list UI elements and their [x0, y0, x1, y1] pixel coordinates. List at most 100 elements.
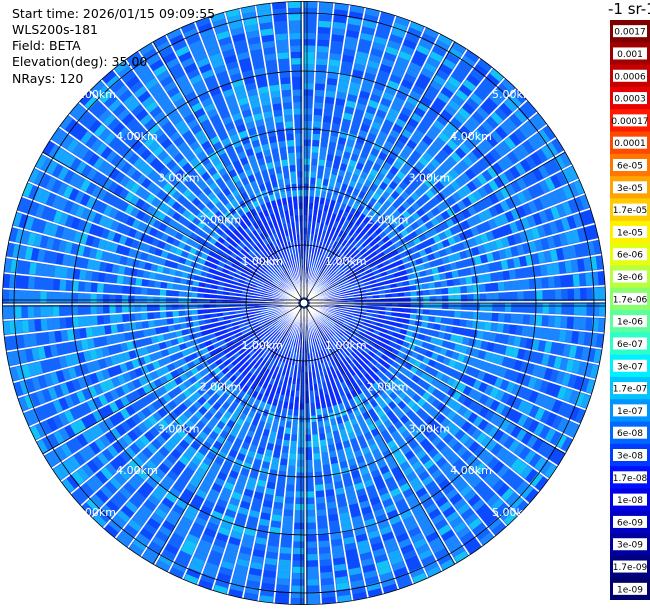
- field-cell: [455, 147, 466, 159]
- field-cell: [291, 579, 304, 586]
- field-cell: [122, 225, 132, 236]
- field-cell: [210, 215, 219, 224]
- field-cell: [362, 357, 370, 365]
- field-cell: [344, 145, 353, 154]
- field-cell: [289, 351, 294, 359]
- field-cell: [461, 55, 476, 68]
- field-cell: [169, 487, 181, 498]
- field-cell: [256, 371, 264, 380]
- field-cell: [271, 200, 278, 208]
- field-cell: [439, 445, 451, 456]
- field-cell: [338, 402, 345, 411]
- field-cell: [237, 381, 245, 390]
- field-cell: [377, 196, 387, 205]
- field-cell: [280, 191, 287, 199]
- field-cell: [122, 351, 131, 362]
- field-cell: [81, 502, 96, 517]
- field-cell: [247, 303, 254, 306]
- field-cell: [510, 371, 520, 383]
- field-cell: [363, 194, 372, 203]
- field-cell: [319, 546, 331, 554]
- field-cell: [322, 250, 327, 257]
- field-cell: [71, 305, 79, 316]
- field-cell: [234, 300, 242, 303]
- field-cell: [450, 425, 461, 437]
- field-cell: [560, 316, 568, 329]
- field-cell: [125, 257, 134, 267]
- field-cell: [244, 435, 253, 444]
- field-cell: [341, 118, 352, 127]
- field-cell: [521, 431, 533, 445]
- field-cell: [271, 457, 280, 465]
- field-cell: [162, 520, 176, 532]
- field-cell: [325, 432, 333, 440]
- field-cell: [265, 155, 273, 164]
- field-cell: [224, 336, 232, 343]
- field-cell: [416, 44, 430, 56]
- field-cell: [527, 376, 538, 389]
- field-cell: [317, 255, 322, 262]
- field-cell: [352, 69, 364, 78]
- field-cell: [306, 572, 319, 580]
- field-cell: [86, 498, 100, 512]
- field-cell: [218, 339, 226, 346]
- field-cell: [119, 362, 128, 373]
- field-cell: [158, 502, 171, 514]
- field-cell: [65, 215, 75, 228]
- field-cell: [329, 135, 338, 143]
- field-cell: [391, 466, 402, 476]
- field-cell: [422, 135, 433, 146]
- field-cell: [191, 556, 205, 567]
- field-cell: [551, 384, 561, 398]
- field-cell: [51, 179, 63, 194]
- field-cell: [273, 345, 279, 352]
- field-cell: [267, 72, 279, 80]
- field-cell: [362, 144, 372, 154]
- field-cell: [350, 579, 365, 588]
- field-cell: [128, 228, 137, 238]
- field-cell: [102, 178, 114, 190]
- field-cell: [462, 102, 475, 115]
- field-cell: [172, 345, 181, 353]
- field-cell: [137, 221, 147, 232]
- field-cell: [407, 155, 418, 166]
- field-cell: [484, 397, 495, 409]
- field-cell: [558, 329, 567, 342]
- field-cell: [277, 275, 283, 281]
- field-cell: [397, 440, 408, 450]
- field-cell: [320, 565, 333, 573]
- field-cell: [187, 346, 195, 355]
- field-cell: [540, 410, 551, 424]
- field-cell: [332, 335, 338, 342]
- field-cell: [511, 411, 523, 424]
- field-cell: [239, 358, 247, 366]
- field-cell: [315, 77, 326, 85]
- field-cell: [381, 58, 395, 68]
- field-cell: [200, 416, 210, 426]
- field-cell: [202, 34, 217, 45]
- field-cell: [157, 211, 167, 222]
- field-cell: [122, 313, 129, 322]
- field-cell: [341, 351, 348, 359]
- field-cell: [315, 190, 321, 198]
- field-cell: [446, 122, 458, 134]
- field-cell: [107, 345, 116, 355]
- field-cell: [506, 395, 517, 407]
- field-cell: [241, 540, 254, 549]
- field-cell: [313, 121, 322, 128]
- field-cell: [434, 519, 448, 531]
- field-cell: [335, 370, 342, 378]
- field-cell: [145, 77, 159, 90]
- field-cell: [333, 557, 346, 566]
- field-cell: [150, 472, 162, 484]
- field-cell: [299, 403, 304, 410]
- field-cell: [481, 120, 494, 134]
- field-cell: [460, 485, 473, 497]
- field-cell: [173, 179, 183, 190]
- field-cell: [585, 379, 596, 394]
- field-cell: [209, 430, 219, 440]
- field-cell: [114, 472, 127, 486]
- field-cell: [283, 171, 290, 179]
- field-cell: [275, 245, 281, 253]
- field-cell: [231, 337, 239, 344]
